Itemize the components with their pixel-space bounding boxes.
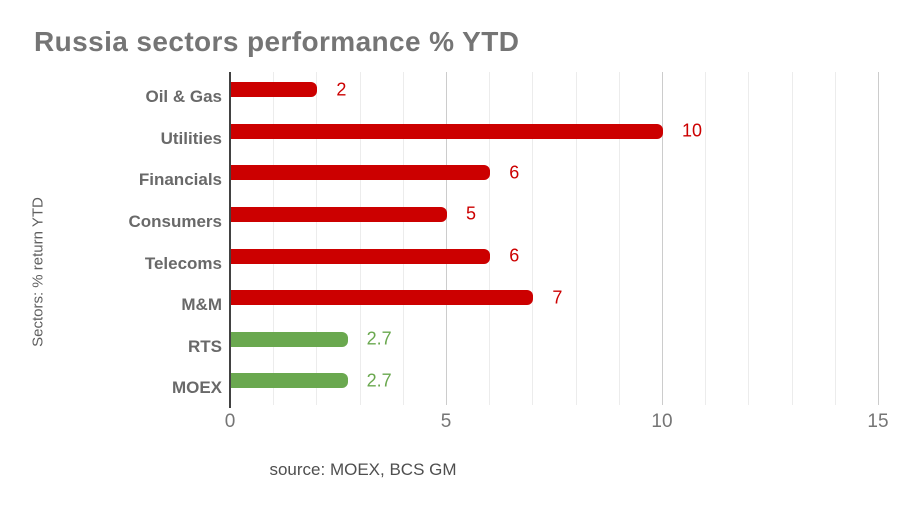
x-tick-label: 10: [651, 411, 673, 432]
minor-gridline: [834, 72, 836, 405]
category-label: M&M: [181, 295, 222, 315]
bar-utilities: [231, 123, 663, 139]
minor-gridline: [575, 72, 577, 405]
category-label: Financials: [138, 170, 222, 190]
minor-gridline: [489, 72, 491, 405]
category-label: Telecoms: [144, 253, 222, 273]
x-tick-label: 15: [867, 411, 889, 432]
major-gridline: [446, 72, 447, 405]
source-caption: source: MOEX, BCS GM: [269, 460, 457, 479]
major-gridline: [662, 72, 663, 405]
category-label: MOEX: [171, 378, 222, 398]
major-gridline: [878, 72, 879, 405]
bar-financials: [231, 165, 491, 181]
y-axis-line: [229, 72, 231, 408]
minor-gridline: [791, 72, 793, 405]
value-label: 7: [552, 287, 563, 308]
value-label: 2.7: [366, 370, 392, 391]
value-label: 5: [466, 203, 477, 224]
minor-gridline: [532, 72, 534, 405]
value-label: 6: [509, 245, 520, 266]
bar-m-m: [231, 290, 534, 306]
minor-gridline: [402, 72, 404, 405]
x-tick-label: 0: [224, 411, 236, 432]
minor-gridline: [748, 72, 750, 405]
category-label: RTS: [188, 336, 222, 356]
minor-gridline: [273, 72, 275, 405]
value-label: 2.7: [366, 328, 392, 349]
minor-gridline: [316, 72, 318, 405]
bar-moex: [231, 373, 348, 389]
category-label: Utilities: [160, 128, 222, 148]
bar-telecoms: [231, 248, 491, 264]
value-label: 10: [682, 120, 703, 141]
x-tick-label: 5: [440, 411, 452, 432]
minor-gridline: [359, 72, 361, 405]
value-label: 2: [336, 79, 347, 99]
value-label: 6: [509, 162, 520, 183]
bar-oil-gas: [231, 82, 318, 97]
category-label: Consumers: [128, 211, 222, 231]
minor-gridline: [618, 72, 620, 405]
bar-consumers: [231, 206, 447, 222]
chart-title: Russia sectors performance % YTD: [34, 26, 520, 57]
category-label: Oil & Gas: [145, 87, 222, 106]
minor-gridline: [705, 72, 707, 405]
bar-rts: [231, 331, 348, 347]
